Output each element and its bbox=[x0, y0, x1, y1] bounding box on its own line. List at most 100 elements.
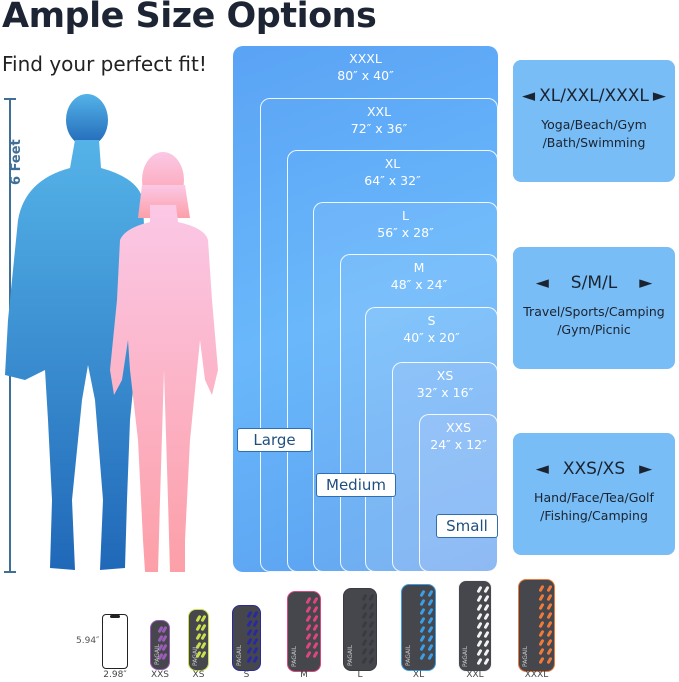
panel-heading: S/M/L bbox=[570, 273, 618, 293]
vent-slot bbox=[546, 602, 553, 611]
vent-slot bbox=[538, 656, 545, 665]
panel-line: /Fishing/Camping bbox=[540, 508, 648, 523]
vent-slot bbox=[304, 614, 312, 623]
vent-slot bbox=[483, 603, 490, 612]
arrow-right-icon: ► bbox=[652, 86, 666, 106]
phone-height-label: 5.94″ bbox=[76, 636, 100, 646]
vent-slot bbox=[368, 638, 375, 647]
vent-slot bbox=[538, 593, 545, 602]
vent-slot bbox=[304, 650, 312, 659]
towel-size-label: M bbox=[300, 670, 308, 680]
vent-slot bbox=[419, 598, 426, 607]
vent-slot bbox=[360, 602, 368, 611]
size-dims: 32″ x 16″ bbox=[416, 385, 474, 400]
vent-slot bbox=[252, 619, 259, 628]
vent-slot bbox=[246, 637, 253, 646]
vent-slot bbox=[312, 641, 319, 650]
vent-slot bbox=[546, 647, 553, 656]
vent-slot bbox=[252, 628, 259, 637]
vent-slot bbox=[475, 630, 483, 639]
vent-slot bbox=[538, 611, 545, 620]
phone-width-label: 2.98″ bbox=[103, 670, 127, 680]
panel-line: /Gym/Picnic bbox=[557, 322, 631, 337]
panel-heading: XXS/XS bbox=[562, 459, 626, 479]
vent-slot bbox=[419, 652, 426, 661]
brand-logo: PAGAIL bbox=[347, 644, 354, 666]
vent-slot bbox=[538, 620, 545, 629]
vent-slot bbox=[483, 621, 490, 630]
panel-heading: XL/XXL/XXXL bbox=[539, 86, 649, 106]
vent-slot bbox=[368, 629, 375, 638]
vent-slot bbox=[546, 584, 553, 593]
vent-slot bbox=[538, 647, 545, 656]
vent-slot bbox=[368, 611, 375, 620]
vent-slot bbox=[427, 643, 434, 652]
vent-slot bbox=[427, 598, 434, 607]
towel-size-label: XS bbox=[192, 670, 205, 680]
size-name: XL bbox=[384, 156, 401, 171]
use-panel-small: ◄ XXS/XS ► Hand/Face/Tea/Golf/Fishing/Camp… bbox=[513, 433, 675, 555]
vent-slot bbox=[427, 625, 434, 634]
brand-logo: PAGAIL bbox=[154, 643, 161, 665]
vent-slot bbox=[368, 647, 375, 656]
vent-slot bbox=[312, 632, 319, 641]
vent-slot bbox=[483, 612, 490, 621]
vent-slot bbox=[304, 623, 312, 632]
vent-slot bbox=[246, 619, 253, 628]
vent-slot bbox=[419, 607, 426, 616]
size-dims: 72″ x 36″ bbox=[350, 121, 408, 136]
towel-case-m: PAGAIL bbox=[287, 591, 321, 672]
size-name: L bbox=[402, 208, 409, 223]
arrow-right-icon: ► bbox=[639, 459, 653, 479]
size-name: XXS bbox=[445, 420, 472, 435]
vent-slot bbox=[538, 629, 545, 638]
vent-slot bbox=[475, 585, 483, 594]
vent-slot bbox=[312, 614, 319, 623]
arrow-left-icon: ◄ bbox=[535, 273, 549, 293]
brand-logo: PAGAIL bbox=[192, 644, 199, 666]
vent-slot bbox=[419, 643, 426, 652]
towel-size-label: XXS bbox=[150, 670, 170, 680]
vent-slot bbox=[360, 611, 368, 620]
vent-slot bbox=[246, 628, 253, 637]
vent-slot bbox=[368, 656, 375, 665]
towel-case-xxxl: PAGAIL bbox=[518, 579, 555, 672]
group-label-small: Small bbox=[436, 514, 498, 538]
vent-slot bbox=[483, 657, 490, 666]
vent-slot bbox=[419, 589, 426, 598]
vent-slot bbox=[312, 650, 319, 659]
towel-case-xl: PAGAIL bbox=[401, 584, 436, 671]
vent-slot bbox=[312, 623, 319, 632]
vent-slot bbox=[419, 616, 426, 625]
panel-line: Travel/Sports/Camping bbox=[523, 304, 665, 319]
vent-slot bbox=[360, 629, 368, 638]
vent-slot bbox=[360, 647, 368, 656]
size-dims: 48″ x 24″ bbox=[390, 277, 448, 292]
vent-slot bbox=[368, 602, 375, 611]
towel-size-label: XXXL bbox=[524, 670, 549, 680]
brand-logo: PAGAIL bbox=[462, 645, 469, 667]
vent-slot bbox=[546, 620, 553, 629]
vent-slot bbox=[304, 632, 312, 641]
vent-slot bbox=[427, 652, 434, 661]
vent-slot bbox=[483, 639, 490, 648]
woman-silhouette bbox=[110, 152, 218, 572]
use-panel-medium: ◄ S/M/L ► Travel/Sports/Camping/Gym/Picnic bbox=[513, 247, 675, 369]
vent-slot bbox=[546, 611, 553, 620]
vent-slot bbox=[312, 605, 319, 614]
towel-size-label: L bbox=[357, 670, 363, 680]
vent-slot bbox=[475, 621, 483, 630]
panel-line: Hand/Face/Tea/Golf bbox=[534, 490, 654, 505]
vent-slot bbox=[304, 596, 312, 605]
vent-slot bbox=[360, 620, 368, 629]
brand-logo: PAGAIL bbox=[236, 644, 243, 666]
vent-slot bbox=[475, 657, 483, 666]
size-name: XXXL bbox=[349, 51, 382, 66]
vent-slot bbox=[475, 603, 483, 612]
vent-slot bbox=[360, 656, 368, 665]
vent-slot bbox=[252, 655, 259, 664]
towel-case-xxl: PAGAIL bbox=[458, 580, 492, 672]
vent-slot bbox=[538, 638, 545, 647]
size-dims: 64″ x 32″ bbox=[364, 173, 421, 188]
vent-slot bbox=[252, 637, 259, 646]
